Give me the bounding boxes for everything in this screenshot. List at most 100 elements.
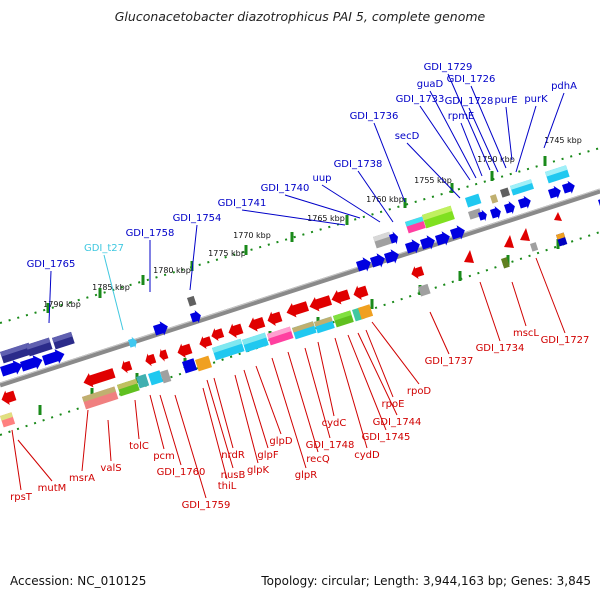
gene-arrow — [504, 235, 514, 248]
tick-label: 1785 kbp — [92, 283, 130, 292]
gene-block — [405, 216, 426, 234]
gene-label-lower: GDI_1737 — [425, 356, 474, 367]
leader-line — [470, 85, 507, 169]
gene-block — [373, 231, 393, 249]
genome-backbone-highlight — [0, 188, 600, 384]
tick-label: 1745 kbp — [544, 136, 582, 145]
leader-line — [48, 270, 52, 324]
gene-arrow — [211, 328, 225, 342]
gene-arrow — [145, 353, 157, 367]
gene-arrow — [504, 201, 515, 214]
leader-line — [81, 409, 89, 472]
tick-mark — [490, 171, 494, 181]
gene-arrow — [83, 368, 116, 388]
tick-mark — [458, 271, 462, 281]
leader-line — [505, 106, 513, 161]
leader-line — [321, 184, 381, 223]
gene-label-upper: secD — [395, 131, 420, 142]
gene-block — [195, 355, 213, 372]
gene-label-lower: nusB — [221, 470, 246, 481]
tick-mark — [450, 183, 454, 193]
gene-arrow — [435, 231, 450, 246]
label-leader-lines — [11, 73, 566, 499]
leader-line — [317, 341, 335, 417]
gene-arrow — [331, 289, 351, 305]
leader-line — [241, 209, 346, 226]
gene-label-upper: GDI_t27 — [84, 243, 124, 254]
gene-block — [242, 332, 269, 353]
tick-mark — [543, 156, 547, 166]
leader-line — [174, 394, 207, 499]
leader-line — [357, 332, 398, 416]
leader-line — [11, 429, 22, 491]
leader-line — [447, 73, 491, 171]
gene-label-upper: GDI_1758 — [126, 228, 175, 239]
tick-mark — [345, 215, 349, 225]
gene-block — [117, 378, 140, 397]
gene-label-upper: GDI_1740 — [261, 183, 310, 194]
gene-label-lower: valS — [100, 463, 121, 474]
gene-arrow — [554, 212, 562, 221]
gene-label-upper: GDI_1728 — [445, 96, 494, 107]
gene-label-upper: purK — [524, 94, 548, 105]
leader-line — [107, 419, 112, 462]
gene-arrow — [309, 295, 333, 312]
gene-block — [267, 326, 294, 346]
gene-arrow — [248, 317, 266, 332]
leader-line — [429, 90, 477, 179]
gene-label-lower: mutM — [38, 483, 67, 494]
gene-arrow — [353, 285, 369, 300]
leader-line — [371, 321, 420, 385]
gene-arrow — [464, 250, 474, 263]
gene-arrow — [128, 336, 137, 349]
tick-mark — [190, 261, 194, 271]
gene-block — [468, 208, 482, 220]
gene-label-lower: glpK — [247, 465, 269, 476]
tick-mark — [370, 299, 374, 309]
gene-label-lower: glpR — [295, 470, 317, 481]
gene-arrow — [177, 343, 193, 358]
gene-arrow — [562, 180, 575, 194]
gene-block — [490, 194, 499, 204]
tick-label: 1760 kbp — [366, 195, 404, 204]
gene-label-upper: GDI_1765 — [27, 259, 76, 270]
gene-block — [148, 370, 164, 386]
gene-arrow — [121, 360, 133, 374]
gene-arrow — [153, 321, 168, 336]
leader-line — [365, 329, 394, 398]
leader-line — [103, 254, 124, 331]
gene-block — [0, 342, 33, 364]
leader-line — [347, 334, 387, 431]
gene-label-upper: pdhA — [551, 81, 577, 92]
gene-block — [500, 187, 511, 198]
gene-label-lower: pcm — [153, 451, 175, 462]
gene-label-lower: glpF — [257, 450, 278, 461]
gene-label-lower: recQ — [306, 454, 330, 465]
tick-mark — [290, 232, 294, 242]
leader-line — [213, 377, 234, 449]
gene-arrow — [228, 323, 244, 338]
leader-line — [515, 105, 537, 173]
leader-line — [419, 105, 471, 181]
gene-arrow — [42, 349, 65, 366]
gene-label-upper: uup — [312, 173, 331, 184]
gene-block — [182, 358, 198, 374]
gene-label-upper: GDI_1738 — [334, 159, 383, 170]
leader-line — [234, 374, 259, 464]
gene-label-lower: GDI_1734 — [476, 343, 525, 354]
gene-label-upper: purE — [494, 95, 517, 106]
tick-mark — [46, 303, 50, 313]
gene-block — [333, 310, 354, 328]
tick-label: 1790 kbp — [43, 300, 81, 309]
gene-arrow — [450, 225, 465, 240]
gene-arrow — [1, 390, 17, 405]
gene-label-upper: GDI_1726 — [447, 74, 496, 85]
gene-arrow — [286, 301, 310, 318]
leader-line — [543, 92, 565, 149]
gene-label-lower: nrdR — [221, 450, 245, 461]
tick-mark — [90, 388, 94, 398]
gene-block — [465, 193, 482, 208]
gene-block — [422, 205, 455, 229]
gene-label-lower: mscL — [513, 328, 539, 339]
